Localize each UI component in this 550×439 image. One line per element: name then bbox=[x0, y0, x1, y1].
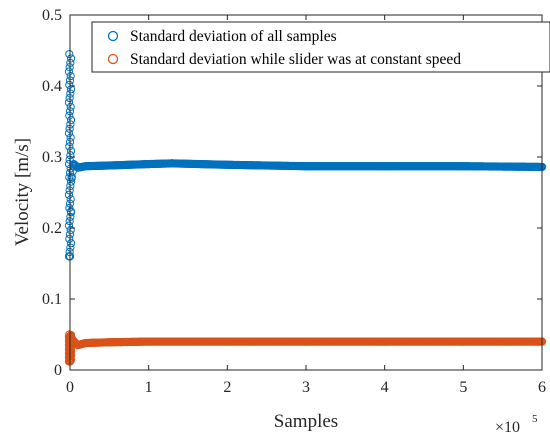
x-tick-label: 6 bbox=[538, 379, 546, 396]
legend-marker-all-samples bbox=[107, 30, 119, 42]
x-multiplier-base: ×10 bbox=[495, 419, 520, 436]
y-tick-label: 0.1 bbox=[42, 291, 62, 308]
data-point bbox=[81, 338, 90, 348]
x-axis-label: Samples bbox=[274, 411, 338, 432]
data-point bbox=[81, 162, 90, 171]
data-point bbox=[168, 159, 177, 168]
data-point bbox=[65, 142, 74, 151]
data-point bbox=[66, 54, 76, 63]
x-tick-label: 3 bbox=[302, 379, 310, 396]
data-point bbox=[65, 234, 74, 243]
data-point bbox=[64, 98, 74, 107]
data-point bbox=[223, 337, 232, 346]
series-all-samples bbox=[64, 49, 547, 261]
data-point bbox=[301, 162, 311, 171]
data-point bbox=[66, 133, 75, 142]
data-point bbox=[144, 160, 153, 169]
data-point bbox=[65, 80, 74, 89]
data-point bbox=[73, 163, 82, 172]
data-point bbox=[64, 67, 74, 76]
tick-labels-layer: 0 1 2 3 4 5 6 0 0.1 0.2 0.3 0.4 0.5 bbox=[42, 7, 546, 396]
data-point bbox=[223, 160, 232, 169]
x-tick-label: 4 bbox=[381, 379, 389, 396]
x-tick-label: 0 bbox=[66, 379, 74, 396]
data-point bbox=[67, 174, 76, 183]
x-multiplier: ×10 5 bbox=[495, 413, 538, 436]
data-point bbox=[66, 146, 76, 155]
data-point bbox=[66, 115, 76, 125]
data-point bbox=[65, 111, 74, 120]
data-point bbox=[380, 337, 389, 346]
data-point bbox=[66, 177, 76, 186]
plot-area bbox=[70, 15, 542, 370]
data-point bbox=[64, 190, 74, 199]
y-tick-label: 0.3 bbox=[42, 149, 62, 166]
data-point bbox=[459, 337, 468, 346]
data-point bbox=[66, 71, 75, 81]
y-tick-label: 0.5 bbox=[42, 7, 62, 24]
x-multiplier-exponent: 5 bbox=[532, 413, 538, 425]
legend-label-constant-speed: Standard deviation while slider was at c… bbox=[130, 51, 461, 68]
data-point bbox=[66, 195, 75, 204]
data-point bbox=[301, 337, 311, 346]
legend-label-all-samples: Standard deviation of all samples bbox=[130, 28, 337, 45]
data-point bbox=[65, 49, 74, 59]
data-point bbox=[64, 221, 74, 230]
data-point bbox=[105, 161, 114, 170]
data-point bbox=[66, 102, 75, 111]
data-point bbox=[66, 207, 76, 216]
x-tick-label: 2 bbox=[223, 379, 231, 396]
legend-marker-constant-speed bbox=[107, 53, 119, 65]
data-point bbox=[380, 162, 389, 171]
data-point bbox=[66, 239, 76, 248]
data-point bbox=[459, 162, 468, 171]
ticks-layer bbox=[69, 14, 543, 371]
x-tick-label: 1 bbox=[145, 379, 153, 396]
data-point bbox=[73, 341, 82, 350]
y-tick-label: 0 bbox=[54, 362, 62, 379]
y-tick-label: 0.4 bbox=[42, 78, 62, 95]
data-point bbox=[144, 337, 153, 346]
data-point bbox=[64, 129, 74, 138]
data-point bbox=[105, 338, 114, 347]
series-constant-speed bbox=[64, 330, 547, 366]
legend: Standard deviation of all samples Standa… bbox=[91, 21, 550, 73]
y-axis-label: Velocity [m/s] bbox=[12, 138, 33, 246]
series-layer bbox=[64, 49, 547, 366]
legend-box bbox=[91, 21, 550, 73]
x-tick-label: 5 bbox=[459, 379, 467, 396]
data-point bbox=[66, 225, 75, 235]
y-tick-label: 0.2 bbox=[42, 220, 62, 237]
